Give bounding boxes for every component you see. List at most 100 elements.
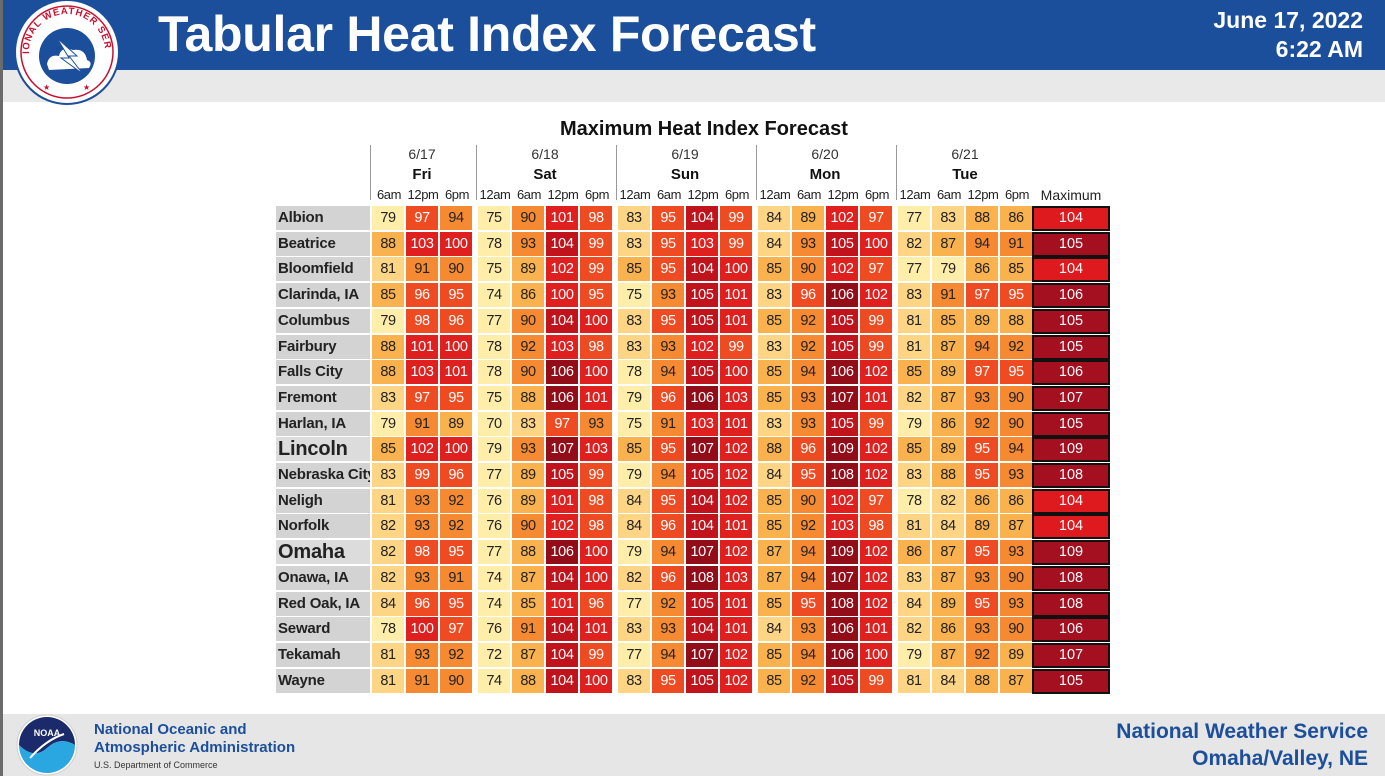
city-label: Norfolk [276,514,370,538]
heat-index-cell: 82 [898,617,930,641]
time-column-label: 6am [796,187,822,202]
heat-index-cell: 82 [372,540,404,564]
heat-index-cell: 100 [580,540,612,564]
city-label: Albion [276,206,370,230]
heat-index-cell: 97 [406,386,438,410]
heat-index-cell: 102 [860,437,892,461]
heat-index-cell: 78 [618,360,650,384]
table-row: Seward 78 100 97 76 91 104 101 83 93 104 101 84 93 106… [276,617,1112,642]
heat-index-cell: 85 [758,669,790,693]
heat-index-cell: 85 [372,437,404,461]
heat-index-cell: 102 [860,463,892,487]
heat-index-cell: 92 [792,514,824,538]
heat-index-cell: 105 [686,283,718,307]
heat-index-cell: 94 [966,232,998,256]
maximum-cell: 105 [1032,309,1110,334]
heat-index-cell: 90 [512,309,544,333]
maximum-cell: 108 [1032,463,1110,488]
heat-index-cell: 99 [580,643,612,667]
heat-index-cell: 100 [720,360,752,384]
heat-index-cell: 92 [792,669,824,693]
heat-index-cell: 93 [512,437,544,461]
heat-index-cell: 89 [966,514,998,538]
heat-index-cell: 93 [406,566,438,590]
heat-index-cell: 107 [686,540,718,564]
city-label: Falls City [276,360,370,384]
heat-index-cell: 79 [372,412,404,436]
heat-index-cell: 92 [440,514,472,538]
heat-index-cell: 103 [720,566,752,590]
heat-index-cell: 83 [932,206,964,230]
heat-index-cell: 86 [966,489,998,513]
heat-index-cell: 97 [966,283,998,307]
heat-index-cell: 94 [652,643,684,667]
heat-index-cell: 100 [406,617,438,641]
heat-index-cell: 82 [932,489,964,513]
time-column-label: 12pm [547,187,579,202]
heat-index-cell: 85 [758,489,790,513]
city-label: Fairbury [276,335,370,359]
heat-index-cell: 92 [652,592,684,616]
heat-index-cell: 88 [512,386,544,410]
heat-index-cell: 98 [406,540,438,564]
heat-index-cell: 95 [652,206,684,230]
maximum-cell: 104 [1032,489,1110,514]
heat-index-cell: 75 [478,257,510,281]
heat-index-cell: 85 [898,437,930,461]
heat-index-cell: 87 [1000,514,1032,538]
time-column-label: 6am [516,187,542,202]
table-row: Norfolk 82 93 92 76 90 102 98 84 96 104 101 85 92 103 9… [276,514,1112,539]
heat-index-cell: 75 [618,412,650,436]
heat-index-cell: 93 [1000,592,1032,616]
heat-index-cell: 94 [792,540,824,564]
heat-index-cell: 89 [440,412,472,436]
table-row: Neligh 81 93 92 76 89 101 98 84 95 104 102 85 90 102 97… [276,489,1112,514]
heat-index-cell: 96 [440,309,472,333]
header-datetime: June 17, 2022 6:22 AM [1213,6,1363,64]
heat-index-cell: 109 [826,437,858,461]
heat-index-cell: 86 [932,617,964,641]
heat-index-cell: 92 [1000,335,1032,359]
time-column-label: 6pm [1004,187,1030,202]
heat-index-cell: 77 [478,463,510,487]
heat-index-cell: 85 [932,309,964,333]
table-row: Omaha 82 98 95 77 88 106 100 79 94 107 102 87 94 109 10… [276,540,1112,565]
heat-index-cell: 101 [720,283,752,307]
heat-index-cell: 95 [440,540,472,564]
heat-index-cell: 85 [618,437,650,461]
heat-index-cell: 105 [686,463,718,487]
table-row: Bloomfield 81 91 90 75 89 102 99 85 95 104 100 85 90 1… [276,257,1112,282]
heat-index-cell: 100 [580,566,612,590]
heat-index-cell: 102 [720,489,752,513]
heat-index-cell: 86 [898,540,930,564]
heat-index-cell: 108 [826,463,858,487]
heat-index-cell: 96 [580,592,612,616]
heat-index-cell: 89 [512,257,544,281]
maximum-cell: 106 [1032,360,1110,385]
heat-index-cell: 72 [478,643,510,667]
heat-index-cell: 100 [580,309,612,333]
day-separator [476,145,477,200]
heat-index-cell: 90 [792,489,824,513]
heat-index-cell: 103 [826,514,858,538]
heat-index-cell: 85 [898,360,930,384]
heat-index-cell: 85 [758,386,790,410]
day-separator [370,145,371,200]
maximum-cell: 105 [1032,232,1110,257]
heat-index-cell: 99 [860,412,892,436]
time-column-label: 12pm [687,187,719,202]
heat-index-cell: 98 [580,489,612,513]
heat-index-cell: 78 [898,489,930,513]
heat-index-cell: 75 [618,283,650,307]
heat-index-cell: 96 [406,283,438,307]
heat-index-cell: 106 [546,386,578,410]
heat-index-cell: 84 [758,463,790,487]
heat-index-cell: 103 [406,232,438,256]
heat-index-cell: 102 [546,514,578,538]
heat-index-cell: 104 [686,257,718,281]
heat-index-cell: 83 [618,617,650,641]
footer-bar [3,714,1385,776]
heat-index-cell: 102 [860,360,892,384]
heat-index-cell: 87 [758,566,790,590]
heat-index-cell: 101 [580,386,612,410]
